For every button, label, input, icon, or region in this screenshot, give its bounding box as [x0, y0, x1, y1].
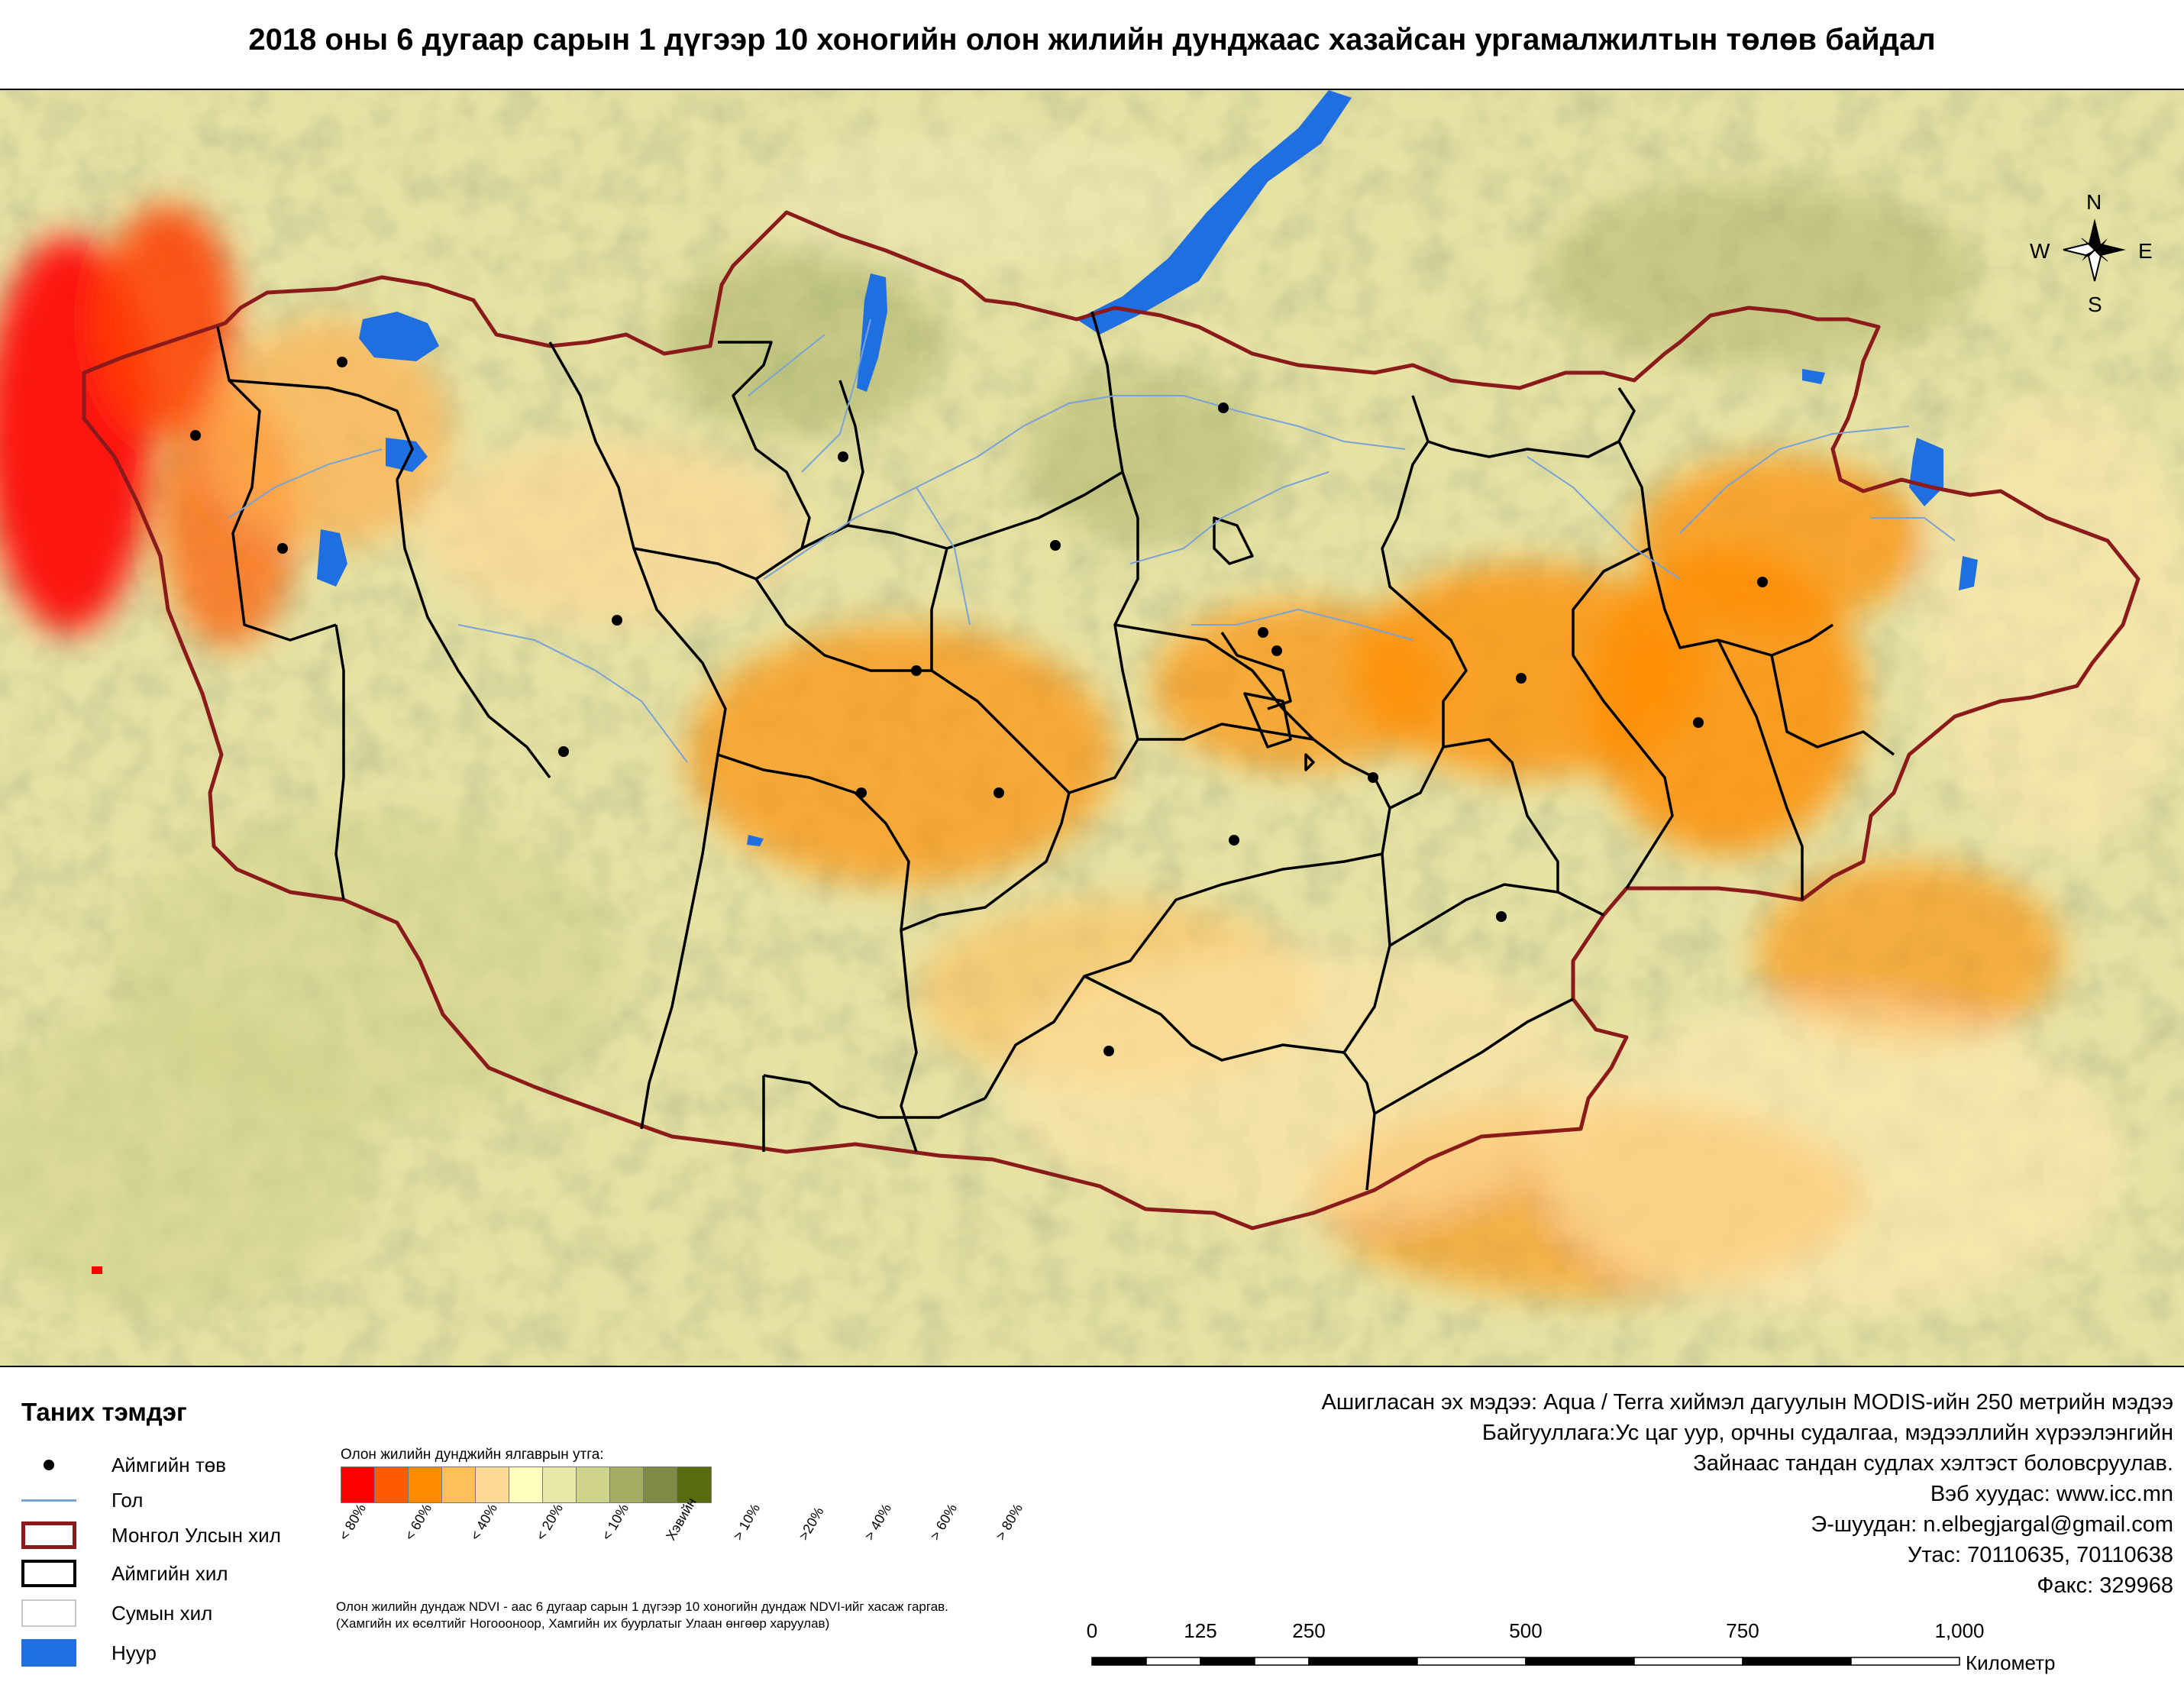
map-frame: N S W E	[0, 89, 2184, 1367]
legend-item-river: Гол	[21, 1485, 143, 1515]
lake-khuvsgul	[857, 273, 887, 392]
compass-north-label: N	[2086, 190, 2102, 214]
scale-label: 500	[1509, 1619, 1542, 1642]
scale-label: 0	[1087, 1619, 1097, 1642]
swatch-lt60	[375, 1467, 409, 1502]
anomaly-patch-southwest	[92, 1266, 102, 1274]
anomaly-zones	[0, 128, 2184, 1312]
lake-khyargas	[386, 438, 428, 472]
swatch-lt10	[476, 1467, 509, 1502]
legend-label: Аймгийн хил	[111, 1561, 228, 1585]
country-boundary	[82, 210, 2140, 1230]
scale-label: 125	[1184, 1619, 1216, 1642]
swatch-lt20	[442, 1467, 476, 1502]
scale-tick-label: < 20%	[533, 1501, 567, 1543]
legend-label: Гол	[111, 1488, 144, 1512]
scale-unit: Километр	[1966, 1651, 2055, 1674]
aimag-boundaries	[216, 311, 1895, 1191]
method-note: Олон жилийн дундаж NDVI - аас 6 дугаар с…	[336, 1599, 948, 1614]
info-organization: Байгууллага:Ус цаг уур, орчны судалгаа, …	[1481, 1421, 2173, 1445]
scale-tick-label: < 80%	[336, 1501, 370, 1543]
scale-tick-label: < 60%	[402, 1501, 435, 1543]
compass-east-label: E	[2138, 239, 2153, 263]
lakes	[317, 90, 1978, 846]
lake-orog	[747, 835, 764, 846]
scale-bar: 0 125 250 500 750 1,000 Километр	[1087, 1619, 2056, 1674]
legend-label: Нуур	[111, 1641, 157, 1664]
scale-tick-label: > 60%	[927, 1501, 961, 1543]
scale-tick-label: >20%	[796, 1504, 827, 1543]
scale-tick-label: < 40%	[467, 1501, 501, 1543]
swatch-gt20	[577, 1467, 610, 1502]
scale-tick-label: > 80%	[993, 1501, 1026, 1543]
legend-item-sum-border: Сумын хил	[21, 1598, 212, 1628]
legend-item-country-border: Монгол Улсын хил	[21, 1520, 281, 1551]
lake-dalai	[1802, 369, 1825, 384]
swatch-gt10	[543, 1467, 577, 1502]
legend-item-aimag-border: Аймгийн хил	[21, 1558, 228, 1589]
aimag-center-symbol	[21, 1451, 76, 1479]
info-email: Э-шуудан: n.elbegjargal@gmail.com	[1811, 1512, 2173, 1537]
scale-label: 1,000	[1934, 1619, 1984, 1642]
swatch-normal	[509, 1467, 543, 1502]
legend-label: Монгол Улсын хил	[111, 1523, 281, 1547]
info-phone: Утас: 70110635, 70110638	[1908, 1543, 2173, 1567]
info-source: Ашигласан эх мэдээ: Aqua / Terra хиймэл …	[1321, 1390, 2173, 1415]
map-title: 2018 оны 6 дугаар сарын 1 дүгээр 10 хоно…	[248, 23, 1936, 57]
method-note-sub: (Хамгийн их өсөлтийг Ногоооноор, Хамгийн…	[336, 1616, 830, 1631]
lake-symbol	[21, 1639, 76, 1667]
scale-tick-label: < 10%	[599, 1501, 632, 1543]
lake-baikal	[1077, 90, 1352, 335]
info-website: Вэб хуудас: www.icc.mn	[1930, 1482, 2173, 1506]
swatch-lt80	[341, 1467, 375, 1502]
sum-border-symbol	[21, 1599, 76, 1627]
scale-tick-label: > 40%	[861, 1501, 895, 1543]
legend-label: Аймгийн төв	[111, 1453, 227, 1476]
aimag-centers	[190, 357, 1768, 1056]
compass-rose: N S W E	[2030, 190, 2153, 316]
legend-title: Таних тэмдэг	[21, 1398, 187, 1426]
lake-uvs	[359, 312, 439, 361]
scale-label: 250	[1292, 1619, 1325, 1642]
scale-tick-label: > 10%	[730, 1501, 764, 1543]
aimag-border-symbol	[21, 1560, 76, 1587]
compass-south-label: S	[2088, 293, 2102, 316]
rivers	[228, 319, 1956, 763]
swatch-gt60	[644, 1467, 677, 1502]
lake-khar-us	[317, 529, 347, 587]
river-symbol	[21, 1486, 76, 1514]
legend-item-aimag-center: Аймгийн төв	[21, 1450, 226, 1480]
swatch-lt40	[409, 1467, 442, 1502]
map-canvas[interactable]: N S W E	[0, 90, 2184, 1366]
country-border-symbol	[21, 1521, 76, 1549]
swatch-gt40	[610, 1467, 644, 1502]
compass-west-label: W	[2030, 239, 2050, 263]
color-scale-title: Олон жилийн дунджийн ялгаврын утга:	[341, 1447, 604, 1463]
info-fax: Факс: 329968	[2037, 1573, 2173, 1598]
info-department: Зайнаас тандан судлах хэлтэст боловсруул…	[1693, 1451, 2173, 1476]
legend-item-lake: Нуур	[21, 1638, 157, 1668]
lake-buir	[1959, 556, 1978, 590]
swatch-gt80	[677, 1467, 711, 1502]
scale-bar-segments	[1091, 1657, 1960, 1666]
scale-label: 750	[1726, 1619, 1759, 1642]
legend-label: Сумын хил	[111, 1601, 213, 1625]
color-scale-bar	[341, 1466, 712, 1503]
